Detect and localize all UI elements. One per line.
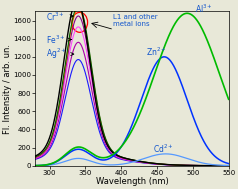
Text: Cd$^{2+}$: Cd$^{2+}$ <box>154 143 174 155</box>
X-axis label: Wavelength (nm): Wavelength (nm) <box>96 177 168 186</box>
Text: Ag$^{2+}$: Ag$^{2+}$ <box>46 47 74 61</box>
Text: Al$^{3+}$: Al$^{3+}$ <box>195 3 213 15</box>
Y-axis label: Fl. Intensity / arb. un.: Fl. Intensity / arb. un. <box>3 44 12 134</box>
Text: Cr$^{3+}$: Cr$^{3+}$ <box>46 10 73 23</box>
Text: L1 and other
metal ions: L1 and other metal ions <box>113 14 157 27</box>
Text: Fe$^{3+}$: Fe$^{3+}$ <box>46 33 71 46</box>
Text: Zn$^{2+}$: Zn$^{2+}$ <box>146 46 167 58</box>
